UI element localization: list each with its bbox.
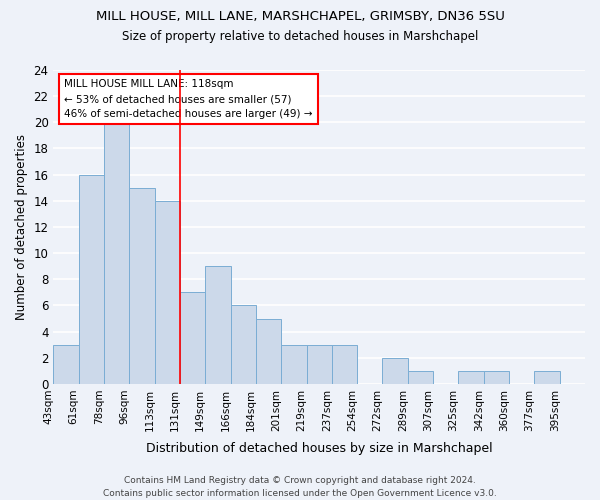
Bar <box>281 344 307 384</box>
Text: MILL HOUSE MILL LANE: 118sqm
← 53% of detached houses are smaller (57)
46% of se: MILL HOUSE MILL LANE: 118sqm ← 53% of de… <box>64 80 313 119</box>
Bar <box>256 318 281 384</box>
X-axis label: Distribution of detached houses by size in Marshchapel: Distribution of detached houses by size … <box>146 442 493 455</box>
Bar <box>484 371 509 384</box>
Bar <box>205 266 230 384</box>
Bar <box>230 306 256 384</box>
Bar <box>458 371 484 384</box>
Bar <box>535 371 560 384</box>
Text: MILL HOUSE, MILL LANE, MARSHCHAPEL, GRIMSBY, DN36 5SU: MILL HOUSE, MILL LANE, MARSHCHAPEL, GRIM… <box>95 10 505 23</box>
Bar <box>130 188 155 384</box>
Bar <box>53 344 79 384</box>
Bar <box>408 371 433 384</box>
Bar <box>79 174 104 384</box>
Bar <box>180 292 205 384</box>
Y-axis label: Number of detached properties: Number of detached properties <box>15 134 28 320</box>
Bar <box>307 344 332 384</box>
Bar <box>104 122 130 384</box>
Text: Size of property relative to detached houses in Marshchapel: Size of property relative to detached ho… <box>122 30 478 43</box>
Bar <box>332 344 357 384</box>
Bar <box>382 358 408 384</box>
Text: Contains HM Land Registry data © Crown copyright and database right 2024.
Contai: Contains HM Land Registry data © Crown c… <box>103 476 497 498</box>
Bar <box>155 201 180 384</box>
